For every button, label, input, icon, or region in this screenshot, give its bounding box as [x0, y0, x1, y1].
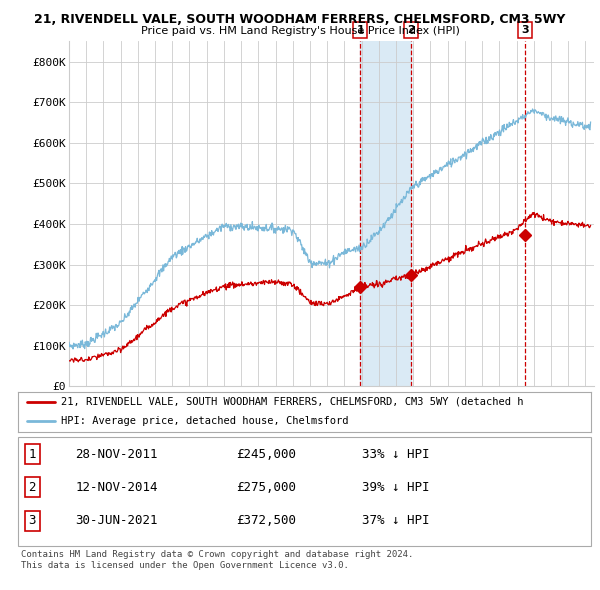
Text: 1: 1: [29, 448, 36, 461]
Text: 2: 2: [29, 481, 36, 494]
Text: 21, RIVENDELL VALE, SOUTH WOODHAM FERRERS, CHELMSFORD, CM3 5WY: 21, RIVENDELL VALE, SOUTH WOODHAM FERRER…: [34, 13, 566, 26]
Text: HPI: Average price, detached house, Chelmsford: HPI: Average price, detached house, Chel…: [61, 416, 349, 426]
Text: 28-NOV-2011: 28-NOV-2011: [76, 448, 158, 461]
Text: 39% ↓ HPI: 39% ↓ HPI: [362, 481, 430, 494]
Text: 37% ↓ HPI: 37% ↓ HPI: [362, 514, 430, 527]
Text: Price paid vs. HM Land Registry's House Price Index (HPI): Price paid vs. HM Land Registry's House …: [140, 26, 460, 36]
FancyBboxPatch shape: [18, 437, 591, 546]
Text: 3: 3: [521, 25, 529, 35]
Text: £372,500: £372,500: [236, 514, 296, 527]
Text: 1: 1: [356, 25, 364, 35]
Text: 2: 2: [407, 25, 415, 35]
Text: Contains HM Land Registry data © Crown copyright and database right 2024.: Contains HM Land Registry data © Crown c…: [21, 550, 413, 559]
Text: 33% ↓ HPI: 33% ↓ HPI: [362, 448, 430, 461]
Text: 21, RIVENDELL VALE, SOUTH WOODHAM FERRERS, CHELMSFORD, CM3 5WY (detached h: 21, RIVENDELL VALE, SOUTH WOODHAM FERRER…: [61, 397, 523, 407]
Bar: [360, 41, 411, 386]
Text: £245,000: £245,000: [236, 448, 296, 461]
Text: £275,000: £275,000: [236, 481, 296, 494]
Text: 3: 3: [29, 514, 36, 527]
Text: 30-JUN-2021: 30-JUN-2021: [76, 514, 158, 527]
Text: This data is licensed under the Open Government Licence v3.0.: This data is licensed under the Open Gov…: [21, 560, 349, 569]
Text: 12-NOV-2014: 12-NOV-2014: [76, 481, 158, 494]
